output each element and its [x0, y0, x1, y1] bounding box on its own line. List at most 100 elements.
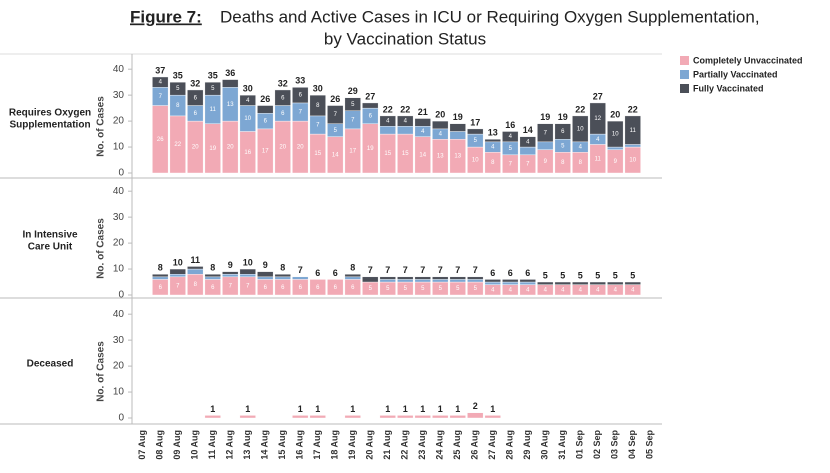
x-tick-label: 13 Aug	[242, 430, 252, 460]
segment-label: 4	[509, 134, 513, 140]
segment-label: 5	[404, 286, 408, 292]
total-label: 9	[228, 260, 233, 270]
bar-segment	[274, 274, 291, 278]
segment-label: 26	[157, 137, 164, 143]
y-tick-label: 30	[113, 212, 125, 223]
total-label: 8	[280, 263, 285, 273]
bar-segment	[449, 415, 466, 419]
x-tick-label: 18 Aug	[330, 430, 340, 460]
figure-label: Figure 7:	[130, 7, 202, 26]
bar-segment	[152, 76, 169, 88]
segment-label: 7	[159, 94, 163, 100]
segment-label: 6	[369, 113, 373, 119]
total-label: 7	[438, 265, 443, 275]
segment-label: 9	[614, 159, 618, 165]
bar-segment	[379, 276, 396, 280]
segment-label: 8	[316, 103, 320, 109]
x-tick-label: 24 Aug	[435, 430, 445, 460]
y-tick-label: 40	[113, 186, 125, 197]
segment-label: 11	[210, 107, 217, 113]
segment-label: 15	[384, 151, 391, 157]
total-label: 27	[365, 91, 375, 101]
bar-segment	[519, 279, 536, 283]
total-label: 5	[578, 270, 583, 280]
segment-label: 4	[596, 287, 600, 293]
bar-segment	[467, 128, 484, 135]
bar-segment	[239, 274, 256, 278]
bar-segment	[204, 274, 221, 278]
total-label: 36	[225, 68, 235, 78]
x-tick-label: 07 Aug	[137, 430, 147, 460]
bar-segment	[222, 271, 239, 275]
segment-label: 13	[437, 154, 444, 160]
bar-segment	[187, 268, 204, 275]
total-label: 1	[350, 404, 355, 414]
bar-segment	[484, 415, 501, 419]
x-tick-label: 04 Sep	[627, 430, 637, 460]
total-label: 32	[278, 78, 288, 88]
y-tick-label: 20	[113, 361, 125, 372]
segment-label: 4	[509, 287, 513, 293]
legend-swatch	[680, 84, 689, 93]
segment-label: 4	[439, 132, 443, 138]
bar-segment	[607, 120, 624, 148]
x-tick-label: 28 Aug	[505, 430, 515, 460]
total-label: 1	[403, 404, 408, 414]
total-label: 13	[488, 128, 498, 138]
total-label: 26	[260, 94, 270, 104]
segment-label: 7	[176, 283, 180, 289]
total-label: 6	[508, 268, 513, 278]
segment-label: 8	[579, 160, 583, 166]
total-label: 30	[243, 84, 253, 94]
bar-segment	[309, 279, 326, 296]
y-tick-label: 0	[118, 413, 124, 424]
segment-label: 19	[209, 146, 216, 152]
total-label: 32	[190, 78, 200, 88]
segment-label: 6	[334, 285, 338, 291]
bar-segment	[239, 268, 256, 275]
total-label: 5	[543, 270, 548, 280]
bar-segment	[257, 276, 274, 280]
segment-label: 15	[314, 151, 321, 157]
bar-segment	[397, 415, 414, 419]
bar-segment	[484, 279, 501, 283]
y-axis-label: No. of Cases	[96, 96, 107, 157]
bar-segment	[624, 144, 641, 148]
segment-label: 4	[491, 145, 495, 151]
x-tick-label: 05 Sep	[645, 430, 655, 460]
segment-label: 5	[176, 86, 180, 92]
x-tick-label: 23 Aug	[417, 430, 427, 460]
total-label: 19	[453, 112, 463, 122]
bar-segment	[432, 279, 449, 283]
segment-label: 6	[299, 93, 303, 99]
total-label: 29	[348, 86, 358, 96]
segment-label: 4	[421, 129, 425, 135]
total-label: 8	[210, 263, 215, 273]
bar-segment	[537, 141, 554, 150]
segment-label: 10	[244, 116, 251, 122]
total-label: 26	[330, 94, 340, 104]
panel-label: In Intensive Care Unit	[22, 229, 77, 252]
x-tick-label: 27 Aug	[487, 430, 497, 460]
legend-label: Fully Vaccinated	[693, 83, 764, 93]
x-tick-label: 16 Aug	[295, 430, 305, 460]
x-tick-label: 25 Aug	[452, 430, 462, 460]
total-label: 21	[418, 107, 428, 117]
bar-segment	[379, 126, 396, 135]
bar-segment	[344, 276, 361, 280]
segment-label: 6	[194, 95, 198, 101]
bar-segment	[449, 276, 466, 280]
legend-label: Partially Vaccinated	[693, 69, 778, 79]
segment-label: 10	[577, 126, 584, 132]
title-line1: Deaths and Active Cases in ICU or Requir…	[220, 7, 760, 26]
bar-segment	[414, 118, 431, 127]
x-tick-label: 19 Aug	[347, 430, 357, 460]
segment-label: 7	[526, 161, 530, 167]
bar-segment	[484, 281, 501, 285]
segment-label: 6	[561, 129, 565, 135]
segment-label: 14	[332, 152, 339, 158]
y-tick-label: 10	[113, 142, 125, 153]
segment-label: 13	[454, 154, 461, 160]
bar-segment	[537, 281, 554, 285]
segment-label: 9	[544, 159, 548, 165]
